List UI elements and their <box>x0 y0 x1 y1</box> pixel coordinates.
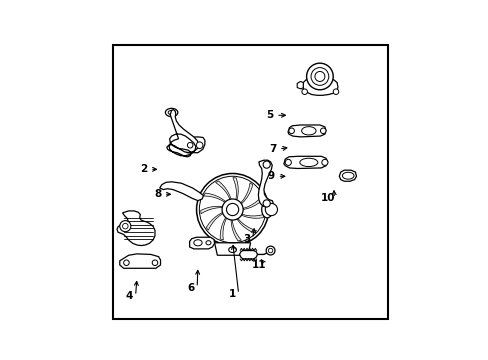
Text: 7: 7 <box>268 144 276 154</box>
Polygon shape <box>117 211 155 246</box>
Circle shape <box>288 128 294 134</box>
Ellipse shape <box>168 111 175 114</box>
Circle shape <box>301 89 307 94</box>
Circle shape <box>123 260 129 266</box>
Polygon shape <box>339 170 356 181</box>
Polygon shape <box>239 251 257 259</box>
Polygon shape <box>240 183 252 204</box>
Circle shape <box>310 68 328 85</box>
Text: 2: 2 <box>140 164 147 174</box>
Polygon shape <box>231 220 241 241</box>
Polygon shape <box>297 81 303 89</box>
Text: 10: 10 <box>320 193 335 203</box>
Ellipse shape <box>299 158 317 167</box>
Polygon shape <box>287 125 325 137</box>
Ellipse shape <box>261 201 272 218</box>
Polygon shape <box>206 212 223 230</box>
Circle shape <box>263 200 270 207</box>
Text: 8: 8 <box>154 189 161 199</box>
Circle shape <box>306 63 332 90</box>
Circle shape <box>196 174 268 246</box>
Circle shape <box>152 260 158 266</box>
Circle shape <box>285 159 291 166</box>
Ellipse shape <box>301 127 315 135</box>
Text: 4: 4 <box>125 291 133 301</box>
Polygon shape <box>160 182 203 201</box>
Ellipse shape <box>193 240 202 246</box>
Polygon shape <box>215 181 231 199</box>
Polygon shape <box>232 177 238 200</box>
Ellipse shape <box>228 247 236 252</box>
Circle shape <box>268 248 272 253</box>
Circle shape <box>263 161 270 168</box>
Polygon shape <box>303 72 337 95</box>
Circle shape <box>226 203 238 216</box>
Circle shape <box>314 72 324 81</box>
Polygon shape <box>200 206 222 214</box>
Circle shape <box>122 223 128 229</box>
Polygon shape <box>203 193 225 202</box>
Polygon shape <box>241 214 264 218</box>
Polygon shape <box>237 219 256 233</box>
Circle shape <box>321 159 327 166</box>
Polygon shape <box>186 137 204 153</box>
Polygon shape <box>189 237 214 249</box>
Text: 9: 9 <box>267 171 274 181</box>
Text: 1: 1 <box>228 289 236 299</box>
Text: 6: 6 <box>187 283 194 293</box>
Polygon shape <box>220 217 226 240</box>
Polygon shape <box>166 110 198 157</box>
Polygon shape <box>243 197 263 210</box>
Polygon shape <box>120 254 160 268</box>
Circle shape <box>265 246 274 255</box>
Polygon shape <box>214 243 250 255</box>
Circle shape <box>222 199 243 220</box>
Circle shape <box>187 143 193 148</box>
Text: 5: 5 <box>266 110 273 120</box>
Circle shape <box>265 203 277 216</box>
Ellipse shape <box>205 241 210 245</box>
Text: 11: 11 <box>251 260 265 270</box>
Circle shape <box>332 89 338 94</box>
Text: 3: 3 <box>243 234 249 244</box>
Ellipse shape <box>342 172 353 179</box>
Ellipse shape <box>165 108 178 117</box>
Polygon shape <box>284 156 327 168</box>
Circle shape <box>120 221 131 232</box>
Polygon shape <box>258 160 273 207</box>
Circle shape <box>196 142 203 149</box>
Circle shape <box>320 128 325 134</box>
